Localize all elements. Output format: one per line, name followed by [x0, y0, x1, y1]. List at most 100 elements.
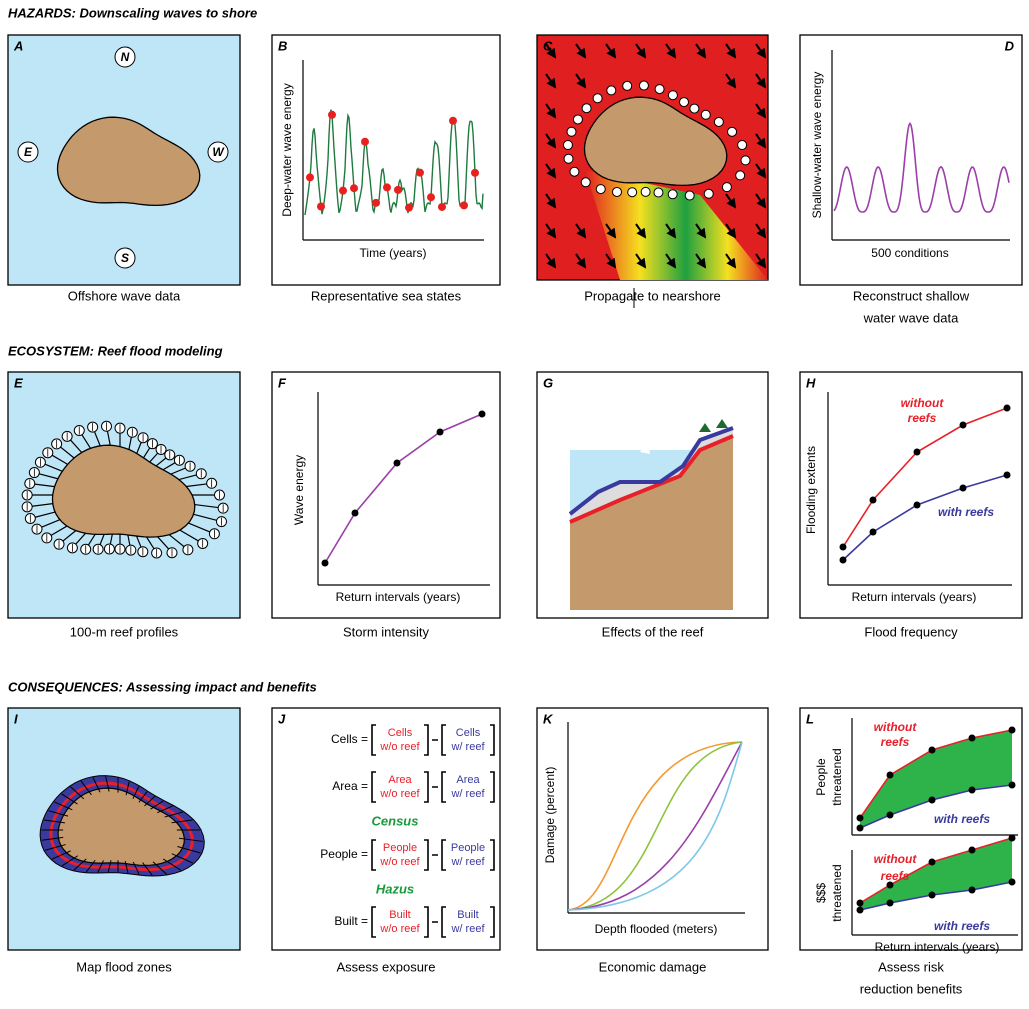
nearshore-point [562, 140, 573, 150]
nearshore-point [592, 93, 603, 104]
risk-point [886, 881, 894, 889]
compass-circle [114, 247, 136, 269]
bracket [424, 724, 429, 756]
panel-frame [536, 707, 769, 951]
wave-arrow [575, 43, 587, 59]
bracket [371, 771, 376, 803]
y-axis-label: Flooding extents [804, 446, 818, 534]
sea-state [438, 202, 446, 211]
sea-state [471, 168, 479, 177]
wave-arrow [695, 253, 707, 269]
risk-point [1008, 878, 1016, 886]
seabed [570, 436, 733, 610]
heading: Census [372, 813, 419, 828]
nearshore-point [640, 186, 651, 197]
zone-line [144, 796, 156, 807]
island [583, 96, 728, 187]
sea-state [416, 168, 424, 177]
risk-point [856, 814, 864, 822]
risk-point [1008, 781, 1016, 789]
sea-state [350, 184, 358, 193]
bracket [424, 906, 429, 938]
reef-line [568, 426, 734, 516]
zone-line [105, 776, 110, 792]
bracket [490, 906, 495, 938]
section-title: ECOSYSTEM: Reef flood modeling [8, 343, 223, 358]
flood-point [913, 501, 921, 509]
wave-arrow [545, 253, 557, 269]
y-axis-label: $$$ [814, 883, 828, 903]
storm-point [351, 509, 359, 517]
caption: Representative sea states [311, 288, 462, 303]
sea-state [383, 183, 391, 192]
nearshore-point [727, 126, 738, 137]
panel-letter: F [278, 375, 287, 390]
wave-arrow [575, 223, 587, 239]
sea-state [339, 186, 347, 195]
compass-circle [114, 46, 136, 68]
x-axis-label: Return intervals (years) [852, 590, 977, 604]
wave-arrow [755, 253, 767, 269]
zone-line [70, 786, 85, 800]
panel-frame [271, 371, 501, 619]
risk-point [856, 824, 864, 832]
caption: Offshore wave data [68, 288, 181, 303]
bracket [441, 724, 446, 756]
caption: Flood frequency [864, 624, 958, 639]
damage-curve [567, 741, 743, 911]
bracket [441, 839, 446, 871]
nearshore-point [684, 190, 695, 201]
wave-arrow [755, 133, 767, 149]
zone-line [125, 781, 130, 796]
section-title: CONSEQUENCES: Assessing impact and benef… [8, 679, 317, 694]
risk-point [928, 858, 936, 866]
zone-line [162, 858, 182, 871]
flood-point [839, 543, 847, 551]
bracket [490, 771, 495, 803]
zone-line [41, 836, 64, 841]
flood-point [869, 496, 877, 504]
sea-state [427, 193, 435, 202]
risk-point [886, 899, 894, 907]
damage-curve [567, 741, 743, 911]
y-axis-label: threatened [830, 748, 844, 805]
nearshore-point [721, 182, 732, 193]
bracket [441, 771, 446, 803]
flood-point [839, 556, 847, 564]
wave-arrow [755, 43, 767, 59]
bracket [441, 906, 446, 938]
term: People [383, 842, 417, 854]
storm-point [321, 559, 329, 567]
panel-letter: G [543, 375, 553, 390]
risk-point [856, 906, 864, 914]
benefit-area [860, 838, 1012, 910]
caption: reduction benefits [860, 981, 963, 996]
nearshore-point [566, 126, 577, 137]
equation-label: Built = [334, 914, 368, 928]
zone-line [107, 860, 112, 873]
zone-line [178, 837, 204, 842]
sea-state [449, 116, 457, 125]
island [56, 116, 201, 207]
term: w/ reef [450, 788, 485, 800]
wave-arrow [665, 253, 677, 269]
zone-line [61, 793, 78, 805]
zone-line [132, 861, 140, 875]
wave-arrow [695, 223, 707, 239]
flood-point [869, 528, 877, 536]
sea-state [306, 173, 314, 182]
caption: Assess exposure [337, 959, 436, 974]
term: People [451, 842, 485, 854]
annotation: with reefs [934, 919, 990, 933]
tree [699, 423, 711, 432]
panel-letter: J [278, 711, 286, 726]
caption: Propagate to nearshore [584, 288, 721, 303]
compass-label: W [212, 145, 225, 159]
risk-point [968, 846, 976, 854]
panel-letter: A [13, 38, 23, 53]
nearshore-point [572, 114, 583, 125]
panel-frame [799, 371, 1023, 619]
term: w/o reef [379, 741, 420, 753]
panel-letter: C [543, 38, 553, 53]
